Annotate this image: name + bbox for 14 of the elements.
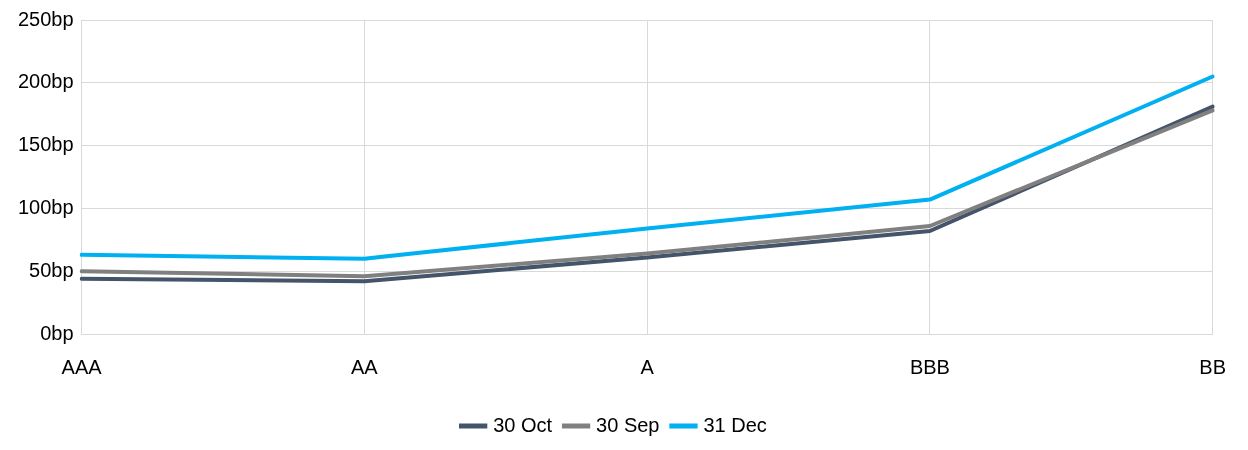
legend-label: 31 Dec xyxy=(703,413,767,436)
x-tick-label: AA xyxy=(351,355,379,378)
legend-label: 30 Sep xyxy=(596,413,660,436)
legend-label: 30 Oct xyxy=(493,413,553,436)
x-tick-label: BB xyxy=(1199,355,1226,378)
y-tick-label: 0bp xyxy=(40,321,74,344)
y-tick-label: 250bp xyxy=(17,7,74,30)
x-tick-label: AAA xyxy=(61,355,103,378)
y-tick-label: 100bp xyxy=(17,195,74,218)
y-tick-label: 50bp xyxy=(29,258,74,281)
x-tick-label: A xyxy=(640,355,655,378)
y-tick-label: 200bp xyxy=(17,70,74,93)
y-tick-label: 150bp xyxy=(17,133,74,156)
x-tick-label: BBB xyxy=(909,355,950,378)
